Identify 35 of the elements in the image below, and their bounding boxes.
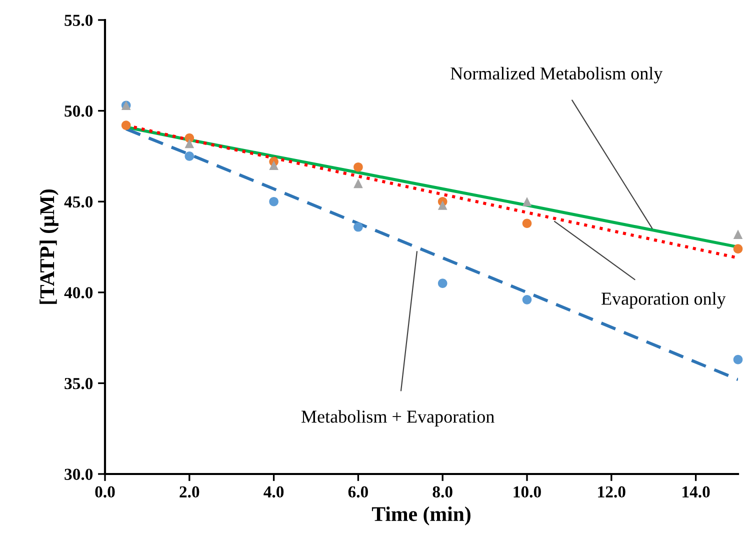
point — [184, 138, 194, 148]
point — [354, 222, 363, 232]
y-tick-label: 45.0 — [64, 196, 93, 208]
x-tick-label: 4.0 — [264, 486, 284, 498]
x-tick-label: 10.0 — [514, 486, 541, 498]
point — [522, 218, 532, 228]
point — [354, 162, 363, 172]
y-tick-label: 35.0 — [64, 378, 93, 390]
y-tick-label: 40.0 — [64, 287, 93, 298]
x-tick-label: 6.0 — [348, 486, 368, 498]
point — [522, 196, 532, 206]
point — [121, 120, 131, 130]
point — [269, 196, 278, 206]
point — [733, 230, 743, 239]
point — [733, 354, 743, 364]
point — [269, 160, 278, 170]
x-axis-title: Time (min) — [372, 506, 470, 526]
point — [438, 200, 448, 210]
point — [438, 278, 448, 288]
x-tick-label: 14.0 — [682, 486, 710, 498]
x-tick-label: 12.0 — [598, 486, 626, 498]
annotation: Evaporation only — [602, 292, 726, 309]
point — [522, 295, 532, 304]
y-tick-label: 50.0 — [64, 106, 93, 117]
point — [733, 244, 743, 254]
point — [354, 178, 363, 188]
y-tick-label: 30.0 — [64, 468, 93, 480]
x-tick-label: 0.0 — [95, 486, 115, 498]
x-tick-label: 8.0 — [432, 486, 452, 498]
y-axis-title: [TATP] (μM) — [40, 189, 58, 304]
annotation: Metabolism + Evaporation — [302, 410, 494, 426]
x-tick-label: 2.0 — [180, 486, 200, 498]
y-tick-label: 55.0 — [64, 14, 93, 26]
annotation: Normalized Metabolism only — [450, 66, 663, 84]
point — [184, 152, 194, 161]
